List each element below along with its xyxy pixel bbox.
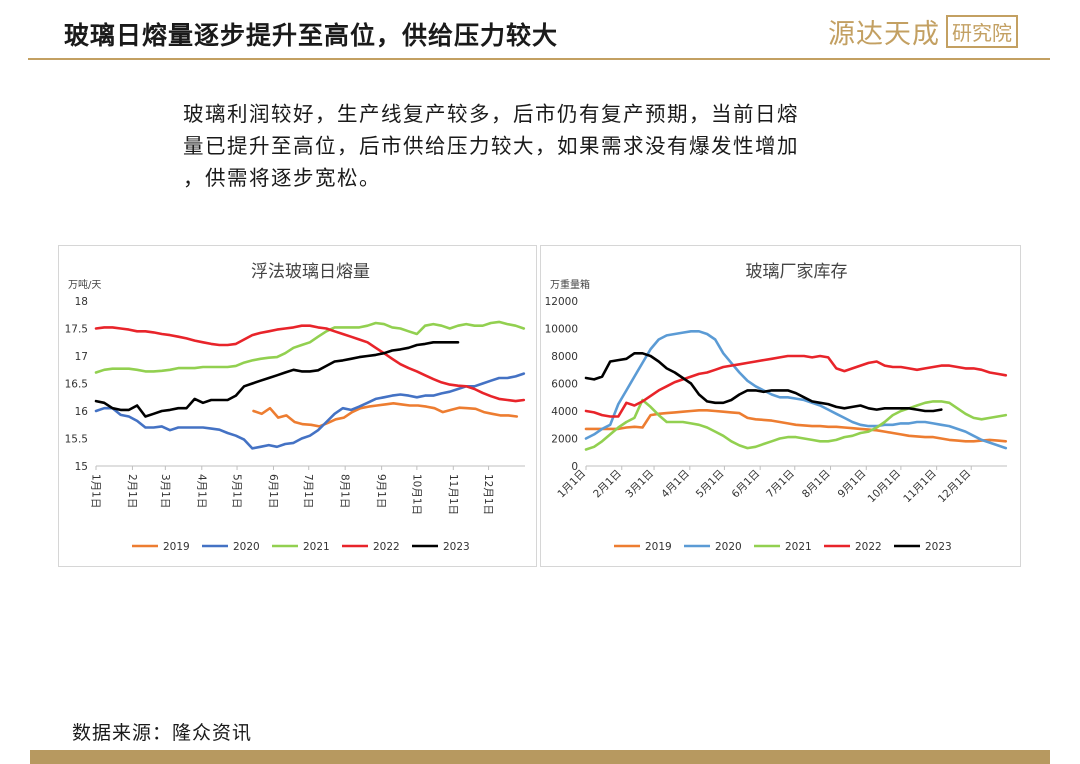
chart-title: 浮法玻璃日熔量: [251, 262, 370, 282]
title-divider: [28, 58, 1050, 60]
summary-line-1: 玻璃利润较好，生产线复产较多，后市仍有复产预期，当前日熔: [183, 102, 799, 126]
data-source: 数据来源：隆众资讯: [72, 722, 253, 744]
legend-label-2023: 2023: [443, 541, 470, 553]
x-tick-label: 7月1日: [302, 474, 314, 508]
series-line-2020: [94, 372, 526, 450]
brand-logo: 源达天成 研究院: [828, 10, 1028, 52]
legend-label-2022: 2022: [373, 541, 400, 553]
x-tick-label: 6月1日: [267, 474, 279, 508]
x-tick-label: 5月1日: [231, 474, 243, 508]
y-tick-label: 0: [571, 461, 578, 473]
x-tick-label: 5月1日: [694, 468, 727, 501]
series-line-2023: [584, 352, 943, 413]
x-tick-label: 9月1日: [836, 468, 869, 501]
x-tick-label: 11月1日: [447, 474, 459, 515]
legend-label-2022: 2022: [855, 541, 882, 553]
x-tick-label: 4月1日: [195, 474, 207, 508]
summary-line-2: 量已提升至高位，后市供给压力较大，如果需求没有爆发性增加: [183, 134, 799, 158]
legend-label-2021: 2021: [303, 541, 330, 553]
x-tick-label: 12月1日: [936, 468, 974, 506]
y-tick-label: 16: [75, 406, 89, 418]
legend-label-2020: 2020: [233, 541, 260, 553]
chart-panel-inventory: 玻璃厂家库存 万重量箱 0 2000 4000 6000 8000 10000 12000 1月1…: [540, 245, 1021, 567]
chart-title: 玻璃厂家库存: [746, 262, 848, 282]
y-tick-label: 17: [75, 351, 88, 363]
legend-label-2023: 2023: [925, 541, 952, 553]
x-tick-label: 7月1日: [764, 468, 797, 501]
y-tick-label: 10000: [545, 324, 578, 336]
legend-label-2019: 2019: [163, 541, 190, 553]
x-tick-label: 1月1日: [90, 474, 102, 508]
y-axis-unit: 万重量箱: [550, 278, 590, 291]
x-tick-label: 9月1日: [375, 474, 387, 508]
chart-svg-inventory: 玻璃厂家库存万重量箱0200040006000800010000120001月1…: [545, 262, 1008, 553]
y-tick-label: 4000: [551, 406, 578, 418]
y-tick-label: 6000: [551, 379, 578, 391]
page-title: 玻璃日熔量逐步提升至高位，供给压力较大: [64, 21, 559, 50]
y-tick-label: 15: [75, 461, 88, 473]
series-line-2020: [584, 330, 1008, 450]
x-tick-label: 3月1日: [159, 474, 171, 508]
x-tick-label: 2月1日: [126, 474, 138, 508]
x-tick-label: 4月1日: [659, 468, 692, 501]
footer-bar: [30, 750, 1050, 764]
legend-label-2020: 2020: [715, 541, 742, 553]
x-tick-label: 2月1日: [591, 468, 624, 501]
summary-line-3: ，供需将逐步宽松。: [183, 166, 381, 190]
x-tick-label: 8月1日: [800, 468, 833, 501]
x-tick-label: 12月1日: [482, 474, 494, 515]
summary-text: 玻璃利润较好，生产线复产较多，后市仍有复产预期，当前日熔 量已提升至高位，后市供…: [183, 98, 903, 194]
y-tick-label: 15.5: [65, 434, 88, 446]
brand-box: 研究院: [946, 14, 1018, 48]
chart-panel-daily-melt: 浮法玻璃日熔量万吨/天 15 15.5 16 16.5 17 17.5 18 1月1日 2月1日 3…: [58, 245, 537, 567]
brand-name: 源达天成: [828, 18, 940, 50]
series-line-2022: [94, 324, 526, 403]
x-tick-label: 3月1日: [623, 468, 656, 501]
x-tick-label: 11月1日: [901, 468, 939, 506]
y-tick-label: 16.5: [65, 379, 88, 391]
y-axis-unit: 万吨/天: [68, 278, 101, 291]
x-tick-label: 6月1日: [729, 468, 762, 501]
y-tick-label: 8000: [551, 351, 578, 363]
legend-label-2021: 2021: [785, 541, 812, 553]
series-line-2021: [94, 320, 526, 374]
series-line-2019: [584, 409, 1008, 443]
y-tick-label: 12000: [545, 296, 578, 308]
x-tick-label: 10月1日: [410, 474, 422, 515]
y-tick-label: 2000: [551, 434, 578, 446]
series-line-2022: [584, 354, 1008, 418]
x-tick-label: 8月1日: [339, 474, 351, 508]
series-line-2021: [584, 398, 1008, 451]
y-tick-label: 17.5: [65, 324, 88, 336]
series-line-2023: [94, 341, 460, 418]
series-line-2019: [252, 402, 519, 428]
legend-label-2019: 2019: [645, 541, 672, 553]
x-tick-label: 10月1日: [865, 468, 903, 506]
y-tick-label: 18: [75, 296, 88, 308]
